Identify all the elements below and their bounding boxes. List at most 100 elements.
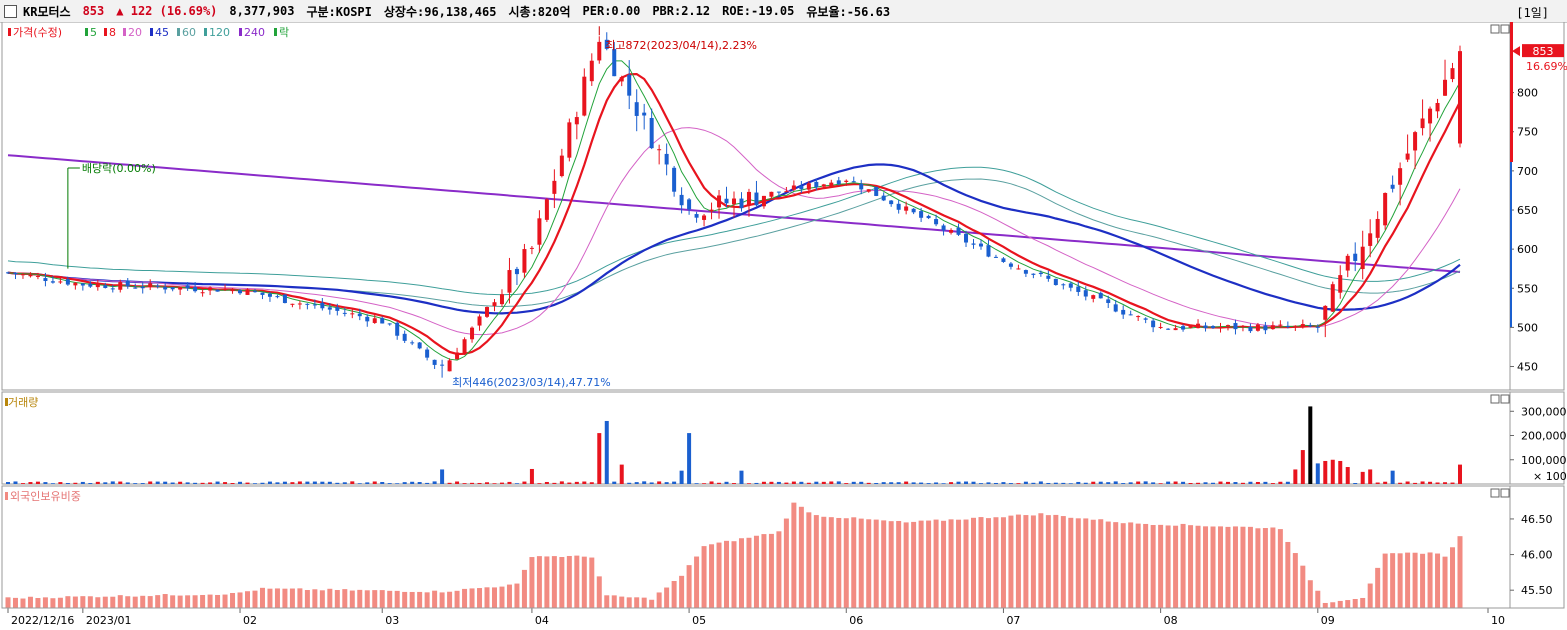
volume-bar <box>657 481 662 484</box>
foreign-ratio-bar <box>634 597 640 608</box>
x-tick-label: 2023/01 <box>86 614 132 627</box>
current-price-arrow <box>1512 46 1520 57</box>
foreign-ratio-bar <box>1315 590 1321 608</box>
volume-bar <box>73 482 78 484</box>
volume-bar <box>1323 460 1328 484</box>
legend-marker <box>8 28 11 36</box>
foreign-ratio-bar <box>192 595 198 608</box>
foreign-ratio-bar <box>177 595 183 608</box>
volume-bar <box>1218 481 1223 484</box>
volume-bar <box>133 483 138 484</box>
volume-bar <box>1031 482 1036 484</box>
volume-bar <box>492 483 497 484</box>
candle-body <box>238 290 243 294</box>
volume-bar <box>1083 482 1088 484</box>
volume-bar <box>1143 481 1148 484</box>
foreign-ratio-bar <box>125 596 131 608</box>
legend-marker <box>150 28 153 36</box>
legend-item-5: 60 <box>182 26 196 39</box>
volume-bar <box>739 470 744 484</box>
price-tick-label: 550 <box>1517 282 1538 295</box>
foreign-ratio-bar <box>918 520 924 608</box>
foreign-ratio-bar <box>1180 523 1186 608</box>
volume-bar <box>694 483 699 484</box>
candle-body <box>1360 246 1365 270</box>
volume-bar <box>1121 483 1126 484</box>
volume-bar <box>1293 469 1298 484</box>
market-type: 구분:KOSPI <box>306 4 372 19</box>
candle-body <box>185 285 190 289</box>
volume-bar <box>230 483 235 484</box>
volume-bar <box>327 481 332 484</box>
volume-bar <box>746 483 751 484</box>
foreign-ratio-bar <box>1045 515 1051 608</box>
foreign-ratio-bar <box>372 590 378 608</box>
foreign-ratio-bar <box>379 590 385 608</box>
candle-body <box>746 191 751 206</box>
foreign-ratio-bar <box>1360 597 1366 608</box>
candle-body <box>320 302 325 309</box>
panel-close-button <box>1500 394 1510 404</box>
candle-body <box>567 122 572 158</box>
foreign-ratio-bar <box>424 592 430 608</box>
candle-body <box>357 313 362 317</box>
volume-bar <box>50 483 55 484</box>
candle-body <box>949 229 954 233</box>
volume-bar <box>821 481 826 484</box>
foreign-ratio-bar <box>102 596 108 608</box>
stock-name[interactable]: KR모터스 <box>23 4 71 19</box>
foreign-ratio-bar <box>1367 583 1373 608</box>
volume-bar <box>754 482 759 484</box>
candle-body <box>851 181 856 183</box>
candle-body <box>919 211 924 218</box>
volume-bar <box>312 481 317 484</box>
stock-chart[interactable]: 450 500 550 600 650 700 750 800 가격(수정) 5 8 20 45 60 12… <box>0 22 1567 630</box>
volume-bar <box>447 482 452 484</box>
candle-body <box>889 200 894 205</box>
foreign-ratio-bar <box>1165 525 1171 608</box>
volume-bar <box>514 483 519 484</box>
volume-bar <box>956 481 961 484</box>
candle-body <box>702 215 707 220</box>
foreign-ratio-bar <box>65 596 71 608</box>
candle-body <box>627 74 632 96</box>
volume-bar <box>1255 481 1260 484</box>
candle-body <box>1353 253 1358 261</box>
volume-bar <box>784 482 789 484</box>
foreign-legend-marker <box>5 492 8 500</box>
candle-body <box>986 245 991 257</box>
candle-body <box>791 185 796 190</box>
volume-bar <box>844 483 849 484</box>
foreign-ratio-bar <box>1188 525 1194 608</box>
volume-bar <box>485 482 490 484</box>
foreign-ratio-bar <box>664 587 670 608</box>
volume-bar <box>949 482 954 484</box>
candle-body <box>499 294 504 305</box>
foreign-ratio-bar <box>656 592 662 608</box>
roe-value: ROE:-19.05 <box>722 4 795 18</box>
volume-bar <box>1450 482 1455 484</box>
volume-bar <box>941 483 946 484</box>
volume-bar <box>567 482 572 484</box>
volume-bar <box>1211 482 1216 484</box>
foreign-ratio-bar <box>1277 529 1283 608</box>
checkbox[interactable] <box>4 4 17 18</box>
foreign-ratio-bar <box>1390 553 1396 608</box>
legend-item-4: 45 <box>155 26 169 39</box>
volume-bar <box>1458 464 1462 484</box>
volume-bar <box>1016 483 1021 484</box>
legend-item-1: 5 <box>90 26 97 39</box>
foreign-ratio-bar <box>1405 552 1411 608</box>
price-tick-label: 500 <box>1517 321 1538 334</box>
period-selector[interactable]: [1일] <box>1516 6 1549 20</box>
x-tick-label: 03 <box>385 614 399 627</box>
volume-bar <box>724 481 729 484</box>
foreign-ratio-bar <box>1420 553 1426 608</box>
candle-body <box>1428 108 1433 124</box>
foreign-ratio-bar <box>1345 600 1351 608</box>
candle-body <box>417 342 422 349</box>
volume-bar <box>964 481 969 484</box>
foreign-ratio-bar <box>50 598 56 608</box>
candle-body <box>200 292 205 294</box>
volume-bar <box>1196 482 1201 484</box>
